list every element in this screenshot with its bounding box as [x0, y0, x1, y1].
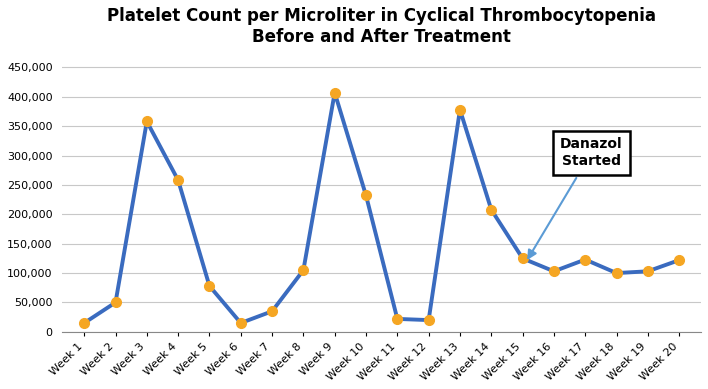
- Text: Danazol
Started: Danazol Started: [528, 137, 623, 258]
- Title: Platelet Count per Microliter in Cyclical Thrombocytopenia
Before and After Trea: Platelet Count per Microliter in Cyclica…: [107, 7, 656, 46]
